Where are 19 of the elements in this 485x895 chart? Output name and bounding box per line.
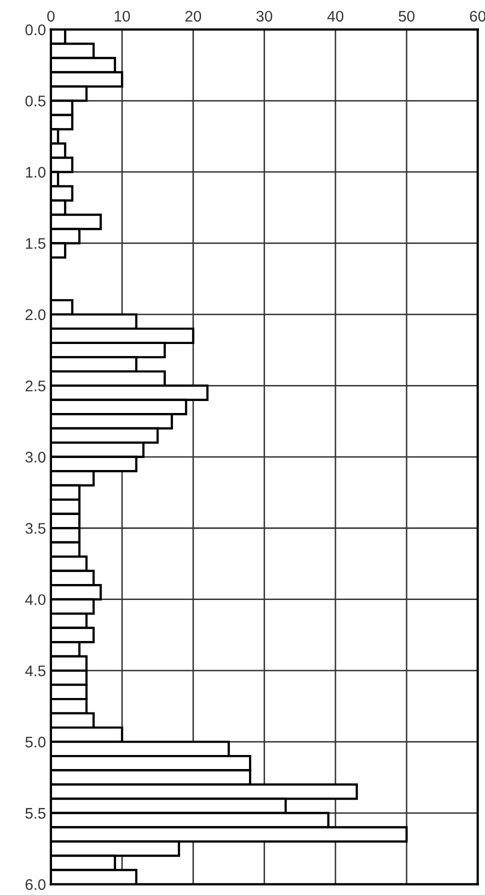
y-tick-label: 1.5	[26, 238, 46, 249]
x-tick-label: 50	[398, 10, 414, 22]
x-tick-label: 40	[327, 10, 344, 22]
y-tick-label: 1.0	[26, 166, 46, 178]
x-tick-label: 30	[256, 10, 272, 22]
y-tick-label: 2.0	[26, 309, 46, 320]
x-tick-label: 20	[185, 10, 202, 22]
x-tick-label: 10	[114, 10, 130, 22]
y-tick-label: 5.5	[25, 808, 46, 819]
y-tick-label: 3.5	[25, 522, 46, 534]
y-tick-label: 5.0	[25, 736, 46, 748]
y-tick-label: 6.0	[26, 879, 46, 890]
x-tick-label: 0	[47, 10, 55, 22]
y-tick-label: 2.5	[26, 380, 46, 392]
y-tick-label: 4.0	[25, 594, 46, 606]
y-tick-label: 0.5	[25, 96, 46, 106]
y-tick-label: 4.5	[25, 666, 46, 676]
y-tick-label: 0.0	[25, 24, 46, 36]
y-tick-label: 3.0	[25, 452, 46, 463]
